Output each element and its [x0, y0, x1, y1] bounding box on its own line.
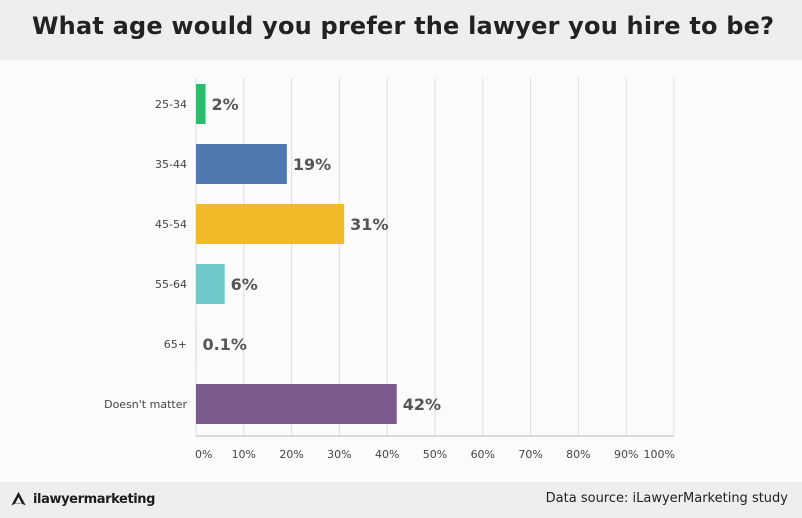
value-label: 2%	[212, 95, 239, 114]
category-label: 35-44	[155, 158, 187, 171]
value-label: 0.1%	[202, 335, 246, 354]
value-label: 19%	[293, 155, 331, 174]
x-tick-label: 90%	[614, 448, 638, 461]
category-label: 45-54	[155, 218, 187, 231]
brand-name: ilawyermarketing	[33, 492, 156, 507]
footer-bar: ilawyermarketing Data source: iLawyerMar…	[0, 482, 802, 518]
brand-logo[interactable]: ilawyermarketing	[10, 491, 155, 508]
header-bar: What age would you prefer the lawyer you…	[0, 0, 802, 60]
x-tick-label: 10%	[232, 448, 256, 461]
data-source-note: Data source: iLawyerMarketing study	[545, 491, 788, 506]
bar-chart: 0% 10% 20% 30% 40% 50% 60% 70% 80% 90% 100% 25-34 2%…	[104, 78, 675, 461]
x-tick-label: 60%	[471, 448, 495, 461]
x-tick-label: 100%	[644, 448, 675, 461]
category-label: 55-64	[155, 278, 187, 291]
x-tick-label: 0%	[195, 448, 212, 461]
x-tick-label: 30%	[327, 448, 351, 461]
bar[interactable]	[196, 84, 206, 124]
page-title: What age would you prefer the lawyer you…	[32, 12, 775, 40]
bar[interactable]	[196, 144, 287, 184]
value-label: 31%	[350, 215, 388, 234]
value-label: 42%	[403, 395, 441, 414]
chart-area: 0% 10% 20% 30% 40% 50% 60% 70% 80% 90% 100% 25-34 2%…	[0, 60, 802, 482]
bar[interactable]	[196, 204, 345, 244]
value-label: 6%	[231, 275, 258, 294]
x-tick-label: 80%	[566, 448, 590, 461]
x-tick-label: 20%	[279, 448, 303, 461]
logo-icon	[11, 491, 26, 506]
x-tick-label: 40%	[375, 448, 399, 461]
category-label: 25-34	[155, 98, 187, 111]
x-tick-label: 50%	[423, 448, 447, 461]
category-label: 65+	[164, 338, 187, 351]
bar[interactable]	[196, 384, 397, 424]
category-label: Doesn't matter	[104, 398, 187, 411]
bar[interactable]	[196, 264, 225, 304]
x-tick-label: 70%	[518, 448, 542, 461]
